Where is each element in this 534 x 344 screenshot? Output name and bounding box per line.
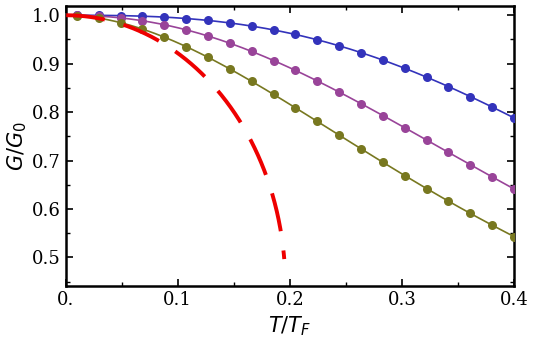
X-axis label: $T/T_F$: $T/T_F$ xyxy=(268,315,311,338)
Y-axis label: $G/G_0$: $G/G_0$ xyxy=(5,121,29,171)
